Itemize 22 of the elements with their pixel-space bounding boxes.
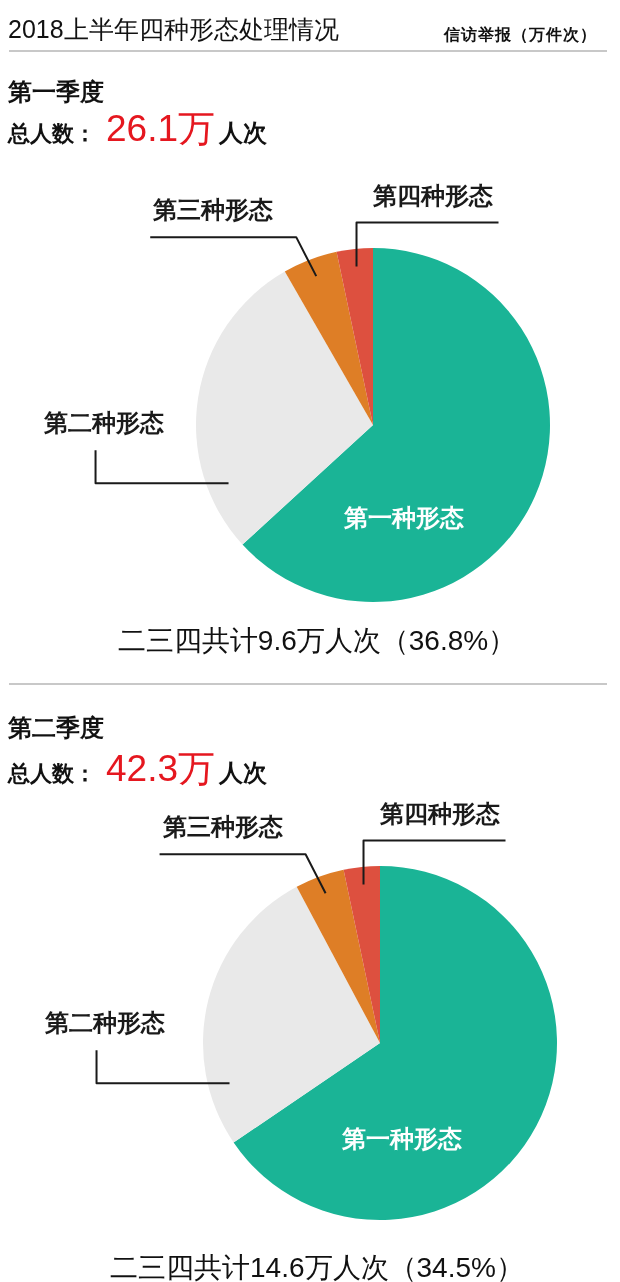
slice-label: 第二种形态 — [42, 409, 164, 437]
chart-subtitle: 第一季度 — [8, 78, 104, 105]
text: 总人数：42.3万人次 — [8, 748, 268, 789]
slice-label: 第二种形态 — [43, 1009, 165, 1037]
slice-label: 第四种形态 — [378, 799, 500, 827]
slice-label: 第三种形态 — [161, 813, 283, 841]
chart-title: 第二季度 — [8, 714, 104, 741]
text: 信访举报（万件次） — [444, 26, 597, 43]
chart-title: 2018上半年四种形态处理情况 — [8, 15, 339, 43]
slice-label: 第一种形态 — [340, 1124, 462, 1152]
text: 二三四共计9.6万人次（36.8%） — [116, 625, 518, 656]
slice-label: 第一种形态 — [343, 504, 465, 532]
pie-slice — [284, 251, 373, 425]
pie-slice — [242, 248, 550, 602]
slice-label: 第三种形态 — [152, 196, 274, 224]
text: 二三四共计14.6万人次（34.5%） — [109, 1252, 525, 1282]
text: 总人数：26.1万人次 — [8, 108, 268, 149]
slice-label: 第四种形态 — [371, 181, 493, 209]
pie-slice — [233, 866, 557, 1220]
pie-slice — [336, 248, 373, 425]
pie-slice — [343, 866, 380, 1043]
pie-slice — [296, 869, 380, 1043]
